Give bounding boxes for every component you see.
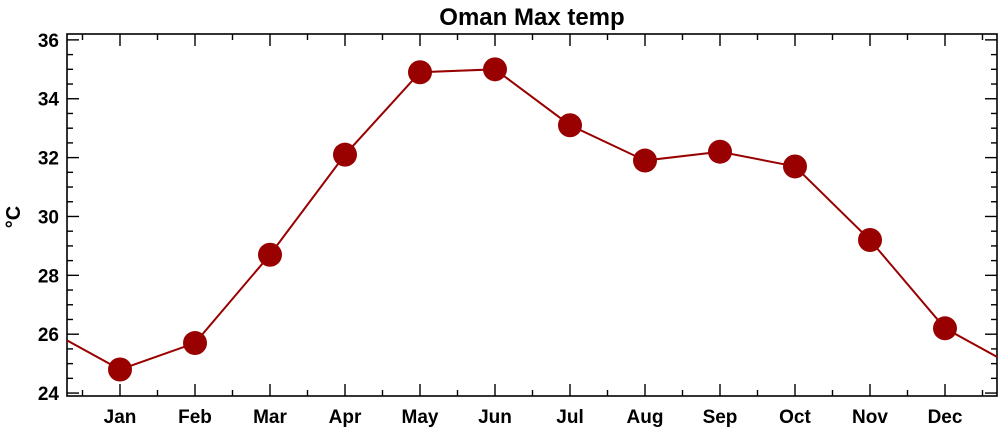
data-point [333, 142, 357, 167]
x-tick-label: Dec [928, 407, 963, 428]
x-tick-label: May [402, 407, 439, 428]
x-tick-label: Jan [104, 407, 137, 428]
series-line [66, 68, 998, 371]
y-tick-label: 34 [38, 90, 60, 111]
data-point [933, 316, 957, 341]
x-tick-label: Oct [779, 407, 811, 428]
y-axis: 24 26 28 30 32 34 36 [38, 31, 997, 405]
x-axis: Jan Feb Mar Apr May Jun Jul Aug Sep Oct Nov Dec [81, 34, 984, 428]
data-point [408, 60, 432, 85]
y-axis-label: °C [3, 206, 25, 228]
data-point [183, 331, 207, 356]
x-tick-label: Feb [178, 407, 212, 428]
x-tick-label: Jul [556, 407, 583, 428]
x-tick-label: Jun [478, 407, 512, 428]
series-layer [66, 57, 998, 382]
data-point [708, 139, 732, 164]
y-tick-label: 36 [38, 31, 59, 52]
y-tick-label: 28 [38, 266, 59, 287]
y-tick-label: 24 [38, 384, 60, 405]
data-point [108, 357, 132, 382]
data-point [558, 113, 582, 138]
data-point [783, 154, 807, 179]
x-tick-label: Sep [703, 407, 738, 428]
y-tick-label: 30 [38, 207, 59, 228]
data-point [258, 242, 282, 267]
data-point [483, 57, 507, 82]
x-tick-label: Mar [253, 407, 287, 428]
x-tick-label: Nov [852, 407, 888, 428]
data-point [633, 148, 657, 173]
y-tick-label: 26 [38, 325, 59, 346]
x-tick-label: Aug [627, 407, 664, 428]
x-tick-label: Apr [329, 407, 362, 428]
data-point [858, 228, 882, 253]
chart-title: Oman Max temp [439, 4, 624, 31]
y-tick-label: 32 [38, 149, 59, 170]
